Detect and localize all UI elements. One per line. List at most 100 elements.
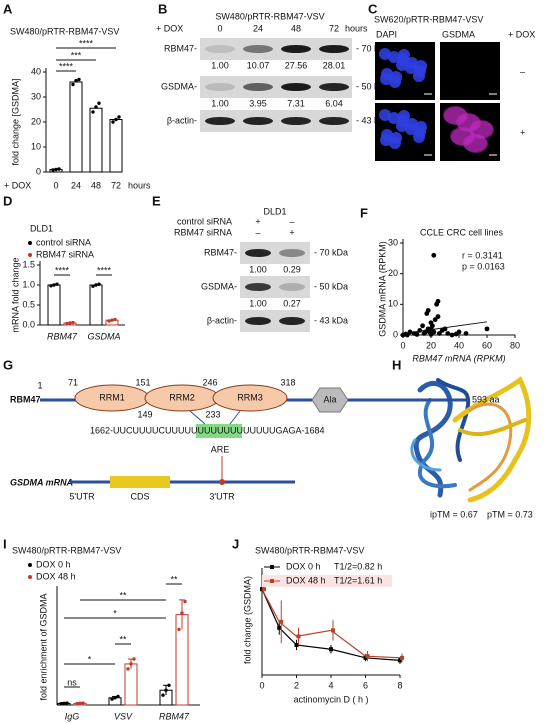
y-tick-label: 1.5: [22, 259, 35, 269]
rna: [452, 376, 532, 503]
blot-quant: 6.04: [325, 98, 343, 108]
significance-label: *: [113, 608, 117, 618]
nucleus: [398, 110, 410, 122]
x-tick-label: 80: [510, 340, 520, 350]
significance-label: ****: [55, 265, 70, 275]
blot-row-label: RBM47-: [164, 43, 197, 53]
data-point: [57, 167, 61, 171]
legend-label: control siRNA: [36, 237, 91, 247]
condition-label: + DOX: [156, 23, 183, 33]
domain-label: RRM2: [169, 392, 195, 402]
data-point: [463, 331, 469, 336]
data-point: [329, 647, 333, 652]
position-label: 149: [137, 409, 152, 419]
chart-title: SW480/pRTR-RBM47-VSV: [10, 26, 119, 36]
panel-letter: G: [3, 357, 13, 372]
legend-marker: [28, 253, 32, 257]
data-point: [296, 634, 301, 639]
y-tick-label: 0.0: [22, 319, 35, 329]
blot-row-label: β-actin-: [207, 315, 237, 325]
blot-band: [319, 117, 349, 125]
legend-marker: [28, 241, 32, 245]
channel-label: DAPI: [376, 29, 397, 39]
micrograph: [440, 42, 500, 100]
x-tick-label: RBM47: [159, 711, 190, 721]
lane-label: 0: [217, 23, 222, 33]
tail-region: [311, 387, 349, 413]
lane-label: 24: [253, 23, 263, 33]
x-tick-label: 0: [400, 340, 405, 350]
region-label: 3'UTR: [209, 491, 235, 501]
data-point: [449, 332, 455, 338]
blot-band: [319, 83, 349, 91]
blot-membrane: [240, 242, 310, 264]
blot-quant: 1.00: [211, 98, 229, 108]
blot-band: [279, 249, 305, 257]
data-point: [117, 115, 121, 119]
bar: [89, 284, 103, 326]
blot-band: [319, 45, 349, 53]
lane-label: 72: [329, 23, 339, 33]
data-point: [456, 329, 462, 335]
panel-letter: H: [392, 357, 401, 372]
data-point: [94, 283, 98, 287]
legend-half-life: T1/2=1.61 h: [334, 575, 382, 585]
blot-membrane: [200, 110, 352, 132]
data-point: [431, 252, 437, 258]
chart-title: SW480/pRTR-RBM47-VSV: [12, 545, 121, 555]
blot-title: DLD1: [263, 206, 286, 216]
legend-label: DOX 48 h: [36, 571, 76, 581]
data-point: [180, 611, 184, 615]
data-point: [400, 655, 404, 660]
x-tick-label: IgG: [65, 711, 80, 721]
data-point: [164, 688, 168, 692]
panel-letter: I: [3, 536, 7, 551]
data-point: [113, 696, 117, 700]
y-axis-label: fold change (GSDMA): [242, 576, 252, 664]
legend-label: DOX 0 h: [286, 561, 321, 571]
blot-title: SW480/pRTR-RBM47-VSV: [215, 11, 324, 21]
blot-band: [205, 83, 235, 91]
data-point: [65, 321, 69, 326]
blot-quant: 0.29: [283, 264, 301, 274]
y-axis-label: fold enrichment of GSDMA: [38, 593, 48, 700]
data-point: [113, 317, 117, 322]
position-label: 246: [202, 377, 217, 387]
legend-half-life: T1/2=0.82 h: [334, 561, 382, 571]
blot-band: [243, 117, 273, 125]
stat-label: p = 0.0163: [462, 261, 505, 271]
x-axis-label: actinomycin D ( h ): [293, 694, 368, 704]
data-point: [77, 77, 81, 82]
data-point: [62, 701, 66, 706]
x-tick-label: 0: [259, 680, 264, 690]
panel-letter: J: [232, 536, 239, 551]
x-suffix: hours: [128, 180, 151, 190]
y-axis-label: mRNA fold change: [10, 257, 20, 332]
blot-size-label: - 70 kDa: [314, 247, 348, 257]
rna: [468, 402, 513, 492]
lane-label: 48: [291, 23, 301, 33]
blot-row-label: RBM47-: [204, 247, 237, 257]
unit-label: hours: [345, 23, 368, 33]
data-point: [94, 105, 98, 109]
blot-row-label: GSDMA-: [201, 281, 237, 291]
y-axis-label: GSDMA mRNA (RPKM): [377, 241, 387, 337]
bar: [89, 107, 103, 173]
blot-row-label: GSDMA-: [161, 81, 197, 91]
condition-sign: +: [289, 227, 294, 237]
chart-title: DLD1: [30, 223, 53, 233]
data-point: [414, 331, 420, 337]
data-point: [116, 694, 120, 699]
blot-quant: 28.01: [323, 60, 346, 70]
protein-structure: [410, 376, 532, 503]
blot-band: [205, 45, 235, 53]
data-point: [277, 625, 282, 630]
blot-band: [245, 283, 271, 291]
blot-band: [245, 317, 271, 325]
data-point: [183, 599, 187, 604]
nucleus: [398, 49, 410, 61]
data-point: [107, 319, 111, 323]
x-tick-label: 60: [482, 340, 492, 350]
legend-label: DOX 48 h: [286, 575, 326, 585]
panel-letter: C: [368, 1, 378, 16]
